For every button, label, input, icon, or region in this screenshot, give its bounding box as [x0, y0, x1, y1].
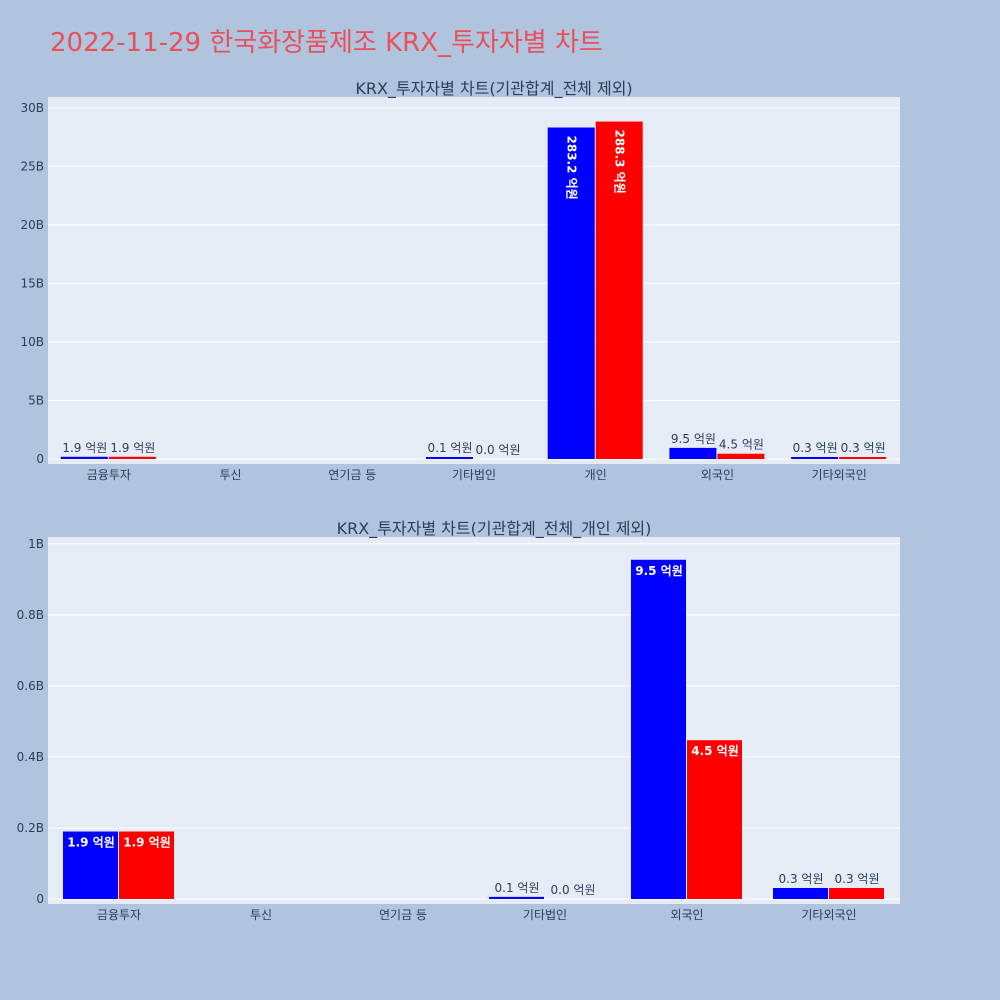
bar-value-label: 4.5 억원	[719, 438, 764, 452]
bar-value-label: 9.5 억원	[671, 432, 716, 446]
x-tick-label: 기타법인	[452, 468, 496, 482]
x-tick-label: 연기금 등	[328, 468, 376, 482]
bar-value-label: 0.1 억원	[428, 441, 473, 455]
chart-title: KRX_투자자별 차트(기관합계_전체_개인 제외)	[337, 519, 652, 539]
bar	[631, 559, 686, 899]
bar-value-label: 0.3 억원	[841, 441, 886, 455]
bar-value-label: 0.3 억원	[793, 441, 838, 455]
bar-value-label: 9.5 억원	[635, 564, 683, 578]
plot-area	[48, 97, 900, 464]
bar	[839, 457, 887, 459]
x-tick-label: 개인	[585, 468, 607, 482]
y-tick-label: 20B	[20, 218, 44, 232]
y-tick-label: 0.8B	[17, 608, 44, 622]
x-tick-label: 기타외국인	[801, 908, 856, 922]
bar	[687, 740, 742, 899]
bar-value-label: 1.9 억원	[67, 836, 115, 850]
bar	[489, 896, 544, 899]
chart-excluding-individual: KRX_투자자별 차트(기관합계_전체_개인 제외) 0 0.2B 0.4B 0.6B 0…	[17, 519, 900, 922]
bar	[60, 456, 108, 459]
y-tick-label: 0.4B	[17, 750, 44, 764]
bar	[829, 887, 884, 899]
bar-value-label: 283.2 억원	[565, 136, 579, 200]
y-tick-label: 15B	[20, 276, 44, 290]
x-tick-label: 기타외국인	[812, 468, 867, 482]
x-tick-label: 연기금 등	[379, 908, 427, 922]
bar-value-label: 0.3 억원	[835, 872, 880, 886]
bar-value-label: 4.5 억원	[691, 744, 739, 758]
bar-value-label: 288.3 억원	[613, 130, 627, 194]
bar-value-label: 1.9 억원	[110, 441, 155, 455]
bar	[426, 457, 473, 459]
x-tick-label: 외국인	[670, 908, 703, 922]
bar	[791, 457, 839, 459]
bar	[669, 447, 717, 459]
y-tick-label: 0	[36, 452, 44, 466]
bar-value-label: 1.9 억원	[123, 836, 171, 850]
y-tick-label: 30B	[20, 101, 44, 115]
bar-value-label: 0.1 억원	[495, 881, 540, 895]
bar	[547, 127, 595, 459]
bar	[63, 831, 118, 899]
bar	[119, 831, 174, 899]
x-tick-label: 투신	[250, 908, 272, 922]
x-tick-label: 외국인	[701, 468, 734, 482]
bar	[717, 453, 765, 459]
y-tick-label: 1B	[28, 537, 44, 551]
y-tick-label: 10B	[20, 335, 44, 349]
y-tick-label: 5B	[28, 393, 44, 407]
bar-value-label: 0.0 억원	[476, 443, 521, 457]
plot-area	[48, 537, 900, 904]
bar-value-label: 1.9 억원	[62, 441, 107, 455]
bar	[595, 121, 643, 459]
bar-value-label: 0.0 억원	[551, 883, 596, 897]
chart-all-investors: KRX_투자자별 차트(기관합계_전체 제외) 0 5B 10B 15B 20B 25B 30…	[20, 79, 900, 482]
page-title: 2022-11-29 한국화장품제조 KRX_투자자별 차트	[50, 28, 603, 58]
bar-value-label: 0.3 억원	[779, 872, 824, 886]
x-tick-label: 금융투자	[87, 468, 131, 482]
bar	[773, 887, 828, 899]
y-tick-label: 0	[36, 892, 44, 906]
y-tick-label: 0.2B	[17, 821, 44, 835]
bar	[108, 456, 156, 459]
x-tick-label: 투신	[220, 468, 242, 482]
y-tick-label: 0.6B	[17, 679, 44, 693]
y-tick-label: 25B	[20, 159, 44, 173]
x-tick-label: 기타법인	[523, 908, 567, 922]
x-tick-label: 금융투자	[97, 908, 141, 922]
chart-title: KRX_투자자별 차트(기관합계_전체 제외)	[355, 79, 632, 99]
